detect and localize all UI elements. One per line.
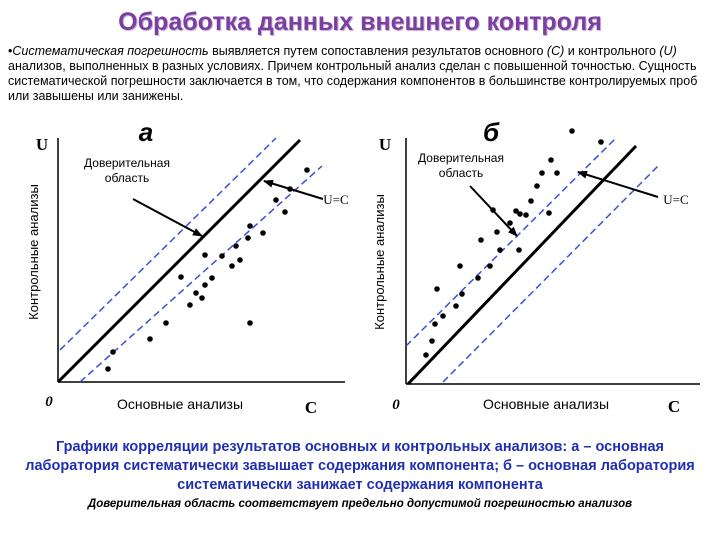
panel-a-point [202, 282, 208, 288]
figure-caption: Графики корреляции результатов основных … [25, 439, 695, 493]
panel-a-point [237, 257, 243, 263]
panel-a-point [209, 275, 215, 281]
panel-b-region-label-1: Доверительная [418, 151, 504, 165]
panel-b-point [534, 183, 540, 189]
panel-b-point [516, 247, 522, 253]
panel-b-region-label-2: область [439, 166, 483, 180]
panel-a-points [105, 167, 310, 372]
panel-b-point [432, 321, 438, 327]
intro-c-symbol: (C) [546, 44, 565, 58]
panel-a-point [273, 197, 279, 203]
panel-a-point [163, 320, 169, 326]
intro-text-3: анализов, выполненных в разных условиях.… [8, 59, 698, 103]
panel-b-points [423, 128, 604, 358]
panel-b-letter: б [483, 117, 500, 147]
panel-b-arrow-upper [577, 170, 659, 198]
page-title: Обработка данных внешнего контроля [118, 8, 602, 36]
panel-a-line-label: U=C [323, 192, 348, 207]
panel-a: а U 0 C Основные анализы Контрольные ана… [26, 117, 349, 417]
panel-b-point [429, 338, 435, 344]
panel-b-upper-bound [405, 137, 617, 347]
intro-text-1: выявляется путем сопоставления результат… [208, 44, 547, 58]
panel-a-origin: 0 [45, 394, 53, 410]
panel-a-point [187, 302, 193, 308]
panel-b-point [507, 220, 513, 226]
panel-a-region-label-1: Доверительная [84, 156, 170, 170]
figure-note: Доверительная область соответствует пред… [87, 498, 633, 510]
panel-b-point [459, 291, 465, 297]
panel-b-ylabel: Контрольные анализы [372, 194, 387, 330]
panel-b-y-symbol: U [379, 135, 391, 154]
panel-a-point [219, 253, 225, 259]
panel-b-point [457, 263, 463, 269]
panel-a-point [260, 230, 266, 236]
panel-b-point [434, 286, 440, 292]
panel-a-point [202, 252, 208, 258]
panel-b-point [546, 210, 552, 216]
intro-u-symbol: (U) [659, 44, 677, 58]
panel-b-point [513, 208, 519, 214]
panel-a-point [229, 263, 235, 269]
panel-b-arrow-lower [469, 185, 518, 237]
panel-a-x-symbol: C [305, 398, 317, 417]
intro-term: Систематическая погрешность [12, 44, 209, 58]
panel-b-identity-line [406, 144, 638, 386]
panel-a-point [178, 274, 184, 280]
panel-a-point [245, 235, 251, 241]
panel-b-x-symbol: C [668, 397, 680, 416]
panel-a-point [247, 320, 253, 326]
panel-b-point [548, 157, 554, 163]
panel-a-point [147, 336, 153, 342]
panel-a-y-symbol: U [36, 135, 48, 154]
panel-b-point [497, 247, 503, 253]
panel-b-point [523, 212, 529, 218]
panel-b-point [453, 303, 459, 309]
panel-a-point [233, 243, 239, 249]
panel-b-point [539, 170, 545, 176]
panel-b: б U 0 C Основные анализы Контрольные ана… [372, 117, 700, 416]
panel-b-point [554, 170, 560, 176]
panel-a-point [199, 295, 205, 301]
panel-a-arrow-upper [263, 179, 324, 200]
panel-b-point [475, 275, 481, 281]
panel-b-xlabel: Основные анализы [483, 396, 609, 412]
panel-b-point [569, 128, 575, 134]
panel-a-point [193, 290, 199, 296]
panel-b-lower-bound [442, 163, 661, 383]
panel-a-point [247, 223, 253, 229]
intro-text-2: и контрольного [564, 44, 660, 58]
panel-b-point [494, 229, 500, 235]
panel-a-point [282, 209, 288, 215]
panel-b-point [423, 352, 429, 358]
panel-a-lower-bound [79, 165, 323, 383]
panel-a-letter: а [139, 117, 153, 147]
panel-a-region-label-2: область [105, 171, 149, 185]
panel-b-point [440, 313, 446, 319]
panel-a-point [105, 366, 111, 372]
panel-b-point [528, 198, 534, 204]
panel-b-point [517, 211, 523, 217]
panel-b-origin: 0 [392, 397, 400, 413]
panel-a-point [110, 349, 116, 355]
panel-a-arrow-lower [132, 198, 203, 237]
panel-b-line-label: U=C [663, 192, 688, 207]
panel-a-identity-line [56, 138, 302, 384]
intro-paragraph: •Систематическая погрешность выявляется … [8, 44, 714, 104]
panel-b-point [598, 139, 604, 145]
panel-a-xlabel: Основные анализы [117, 396, 243, 412]
intro-bullet: • [8, 44, 13, 58]
panel-b-point [478, 237, 484, 243]
panel-a-ylabel: Контрольные анализы [26, 184, 41, 320]
panel-a-upper-bound [59, 137, 277, 351]
panel-b-point [487, 263, 493, 269]
panel-a-point [304, 167, 310, 173]
